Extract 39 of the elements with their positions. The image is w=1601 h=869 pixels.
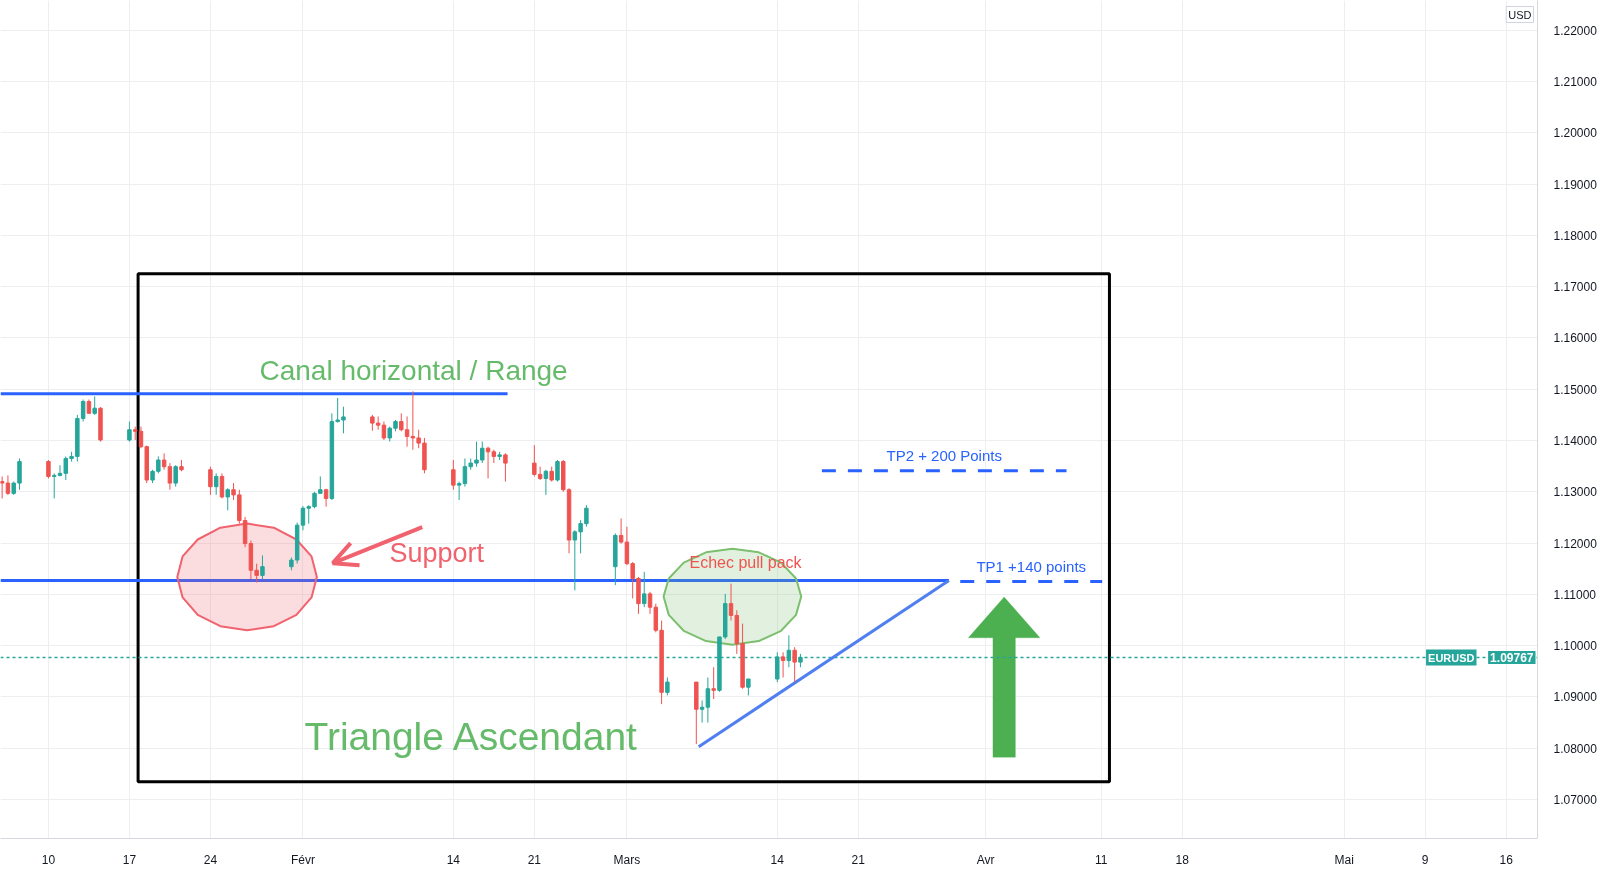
y-tick-label: 1.11000 — [1553, 587, 1597, 602]
annotation: USD — [1508, 8, 1532, 21]
y-tick-label: 1.21000 — [1553, 75, 1598, 90]
y-tick-label: 1.13000 — [1553, 485, 1598, 500]
x-tick-label: Févr — [290, 852, 315, 867]
y-tick-label: 1.12000 — [1553, 536, 1598, 551]
x-tick-label: 24 — [203, 852, 218, 867]
y-tick-label: 1.14000 — [1553, 434, 1598, 449]
annotation: Canal horizontal / Range — [259, 355, 568, 387]
y-tick-label: 1.15000 — [1553, 382, 1598, 397]
x-tick-label: 18 — [1175, 852, 1190, 867]
y-tick-label: 1.07000 — [1553, 793, 1598, 808]
ref-line-label: 1.09767 — [1490, 651, 1534, 666]
x-tick-label: 21 — [851, 852, 866, 867]
y-tick-label: 1.19000 — [1553, 177, 1598, 192]
y-tick-label: 1.08000 — [1553, 741, 1598, 756]
y-tick-label: 1.09000 — [1553, 690, 1598, 705]
x-tick-label: Avr — [976, 852, 995, 867]
y-tick-label: 1.16000 — [1553, 331, 1598, 346]
x-tick-label: 11 — [1095, 852, 1108, 867]
series-label: TP1 +140 points — [976, 558, 1087, 576]
y-tick-label: 1.18000 — [1553, 228, 1598, 243]
x-tick-label: Mai — [1334, 852, 1354, 867]
x-tick-label: 17 — [122, 852, 137, 867]
x-tick-label: 9 — [1421, 852, 1429, 867]
x-tick-label: 14 — [770, 852, 785, 867]
annotation: EURUSD — [1428, 651, 1475, 664]
series-label: TP2 + 200 Points — [886, 447, 1002, 465]
x-tick-label: 10 — [41, 852, 56, 867]
x-tick-label: 16 — [1499, 852, 1514, 867]
annotation: Support — [389, 538, 485, 569]
y-tick-label: 1.20000 — [1553, 126, 1598, 141]
y-tick-label: 1.10000 — [1553, 639, 1598, 654]
annotation: Triangle Ascendant — [304, 715, 638, 759]
x-tick-label: 21 — [527, 852, 542, 867]
x-tick-label: 14 — [446, 852, 461, 867]
y-tick-label: 1.22000 — [1553, 23, 1598, 38]
y-tick-label: 1.17000 — [1553, 280, 1598, 295]
x-tick-label: Mars — [613, 852, 641, 867]
